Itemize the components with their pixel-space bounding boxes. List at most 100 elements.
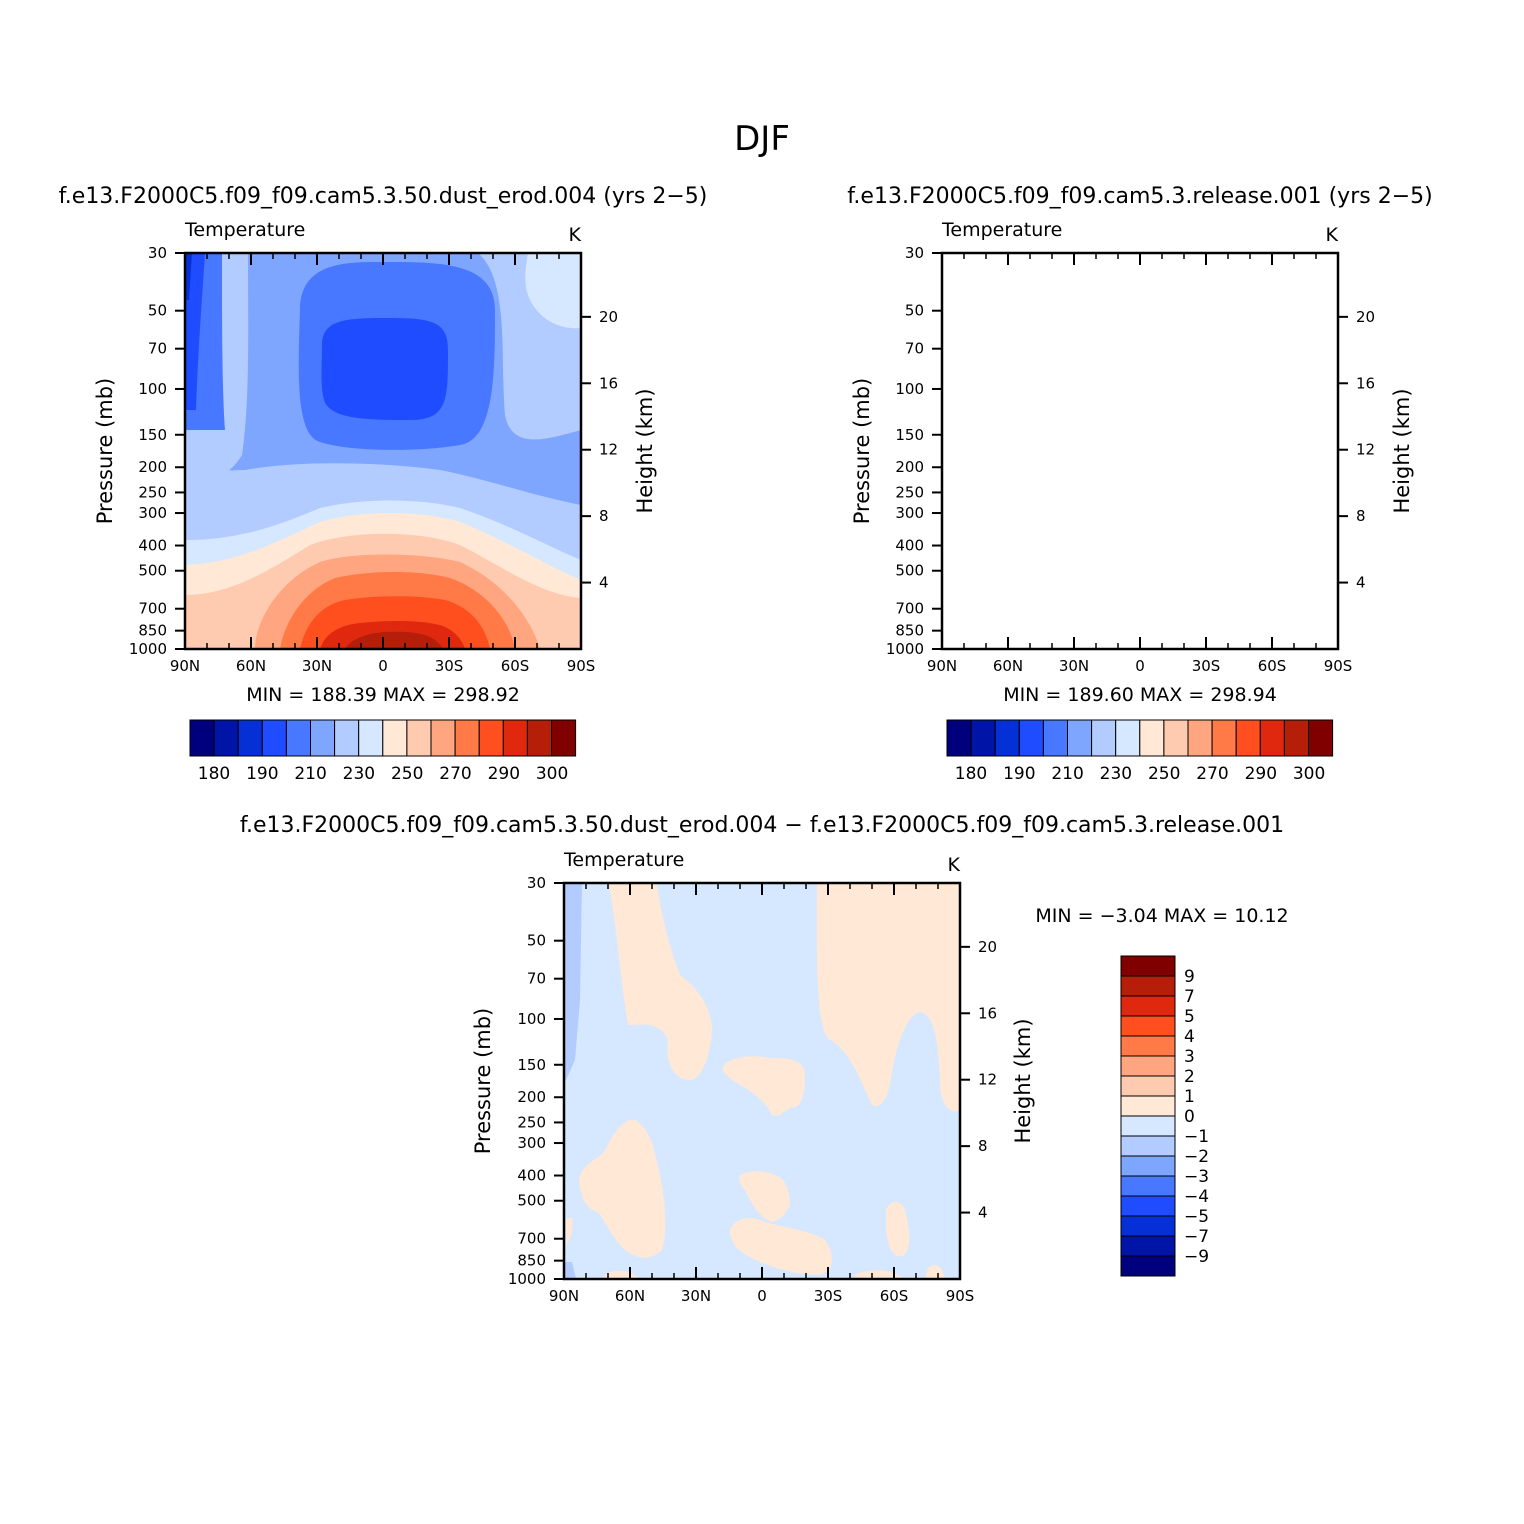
y-tick-label: 100 bbox=[517, 1010, 546, 1028]
y-tick-label: 50 bbox=[905, 302, 924, 320]
contour-fill bbox=[942, 253, 962, 410]
colorbar-label: −4 bbox=[1184, 1187, 1209, 1207]
colorbar-top-left: 180 190 210 230 250 270 290 300 bbox=[189, 719, 577, 784]
contour-fill bbox=[730, 1218, 832, 1275]
contour-fill bbox=[609, 883, 712, 1081]
x-tick-label: 60S bbox=[501, 657, 530, 675]
colorbar-label: −2 bbox=[1184, 1147, 1209, 1167]
colorbar-box bbox=[1120, 1155, 1176, 1177]
x-tick-label: 0 bbox=[1135, 657, 1145, 675]
y-tick-label: 1000 bbox=[508, 1270, 546, 1288]
contour-fill bbox=[816, 883, 960, 1112]
y2-tick-label: 16 bbox=[978, 1004, 997, 1022]
y-tick-label: 250 bbox=[895, 483, 924, 501]
x-tick-label: 60N bbox=[236, 657, 266, 675]
colorbar-box bbox=[526, 719, 553, 757]
colorbar-box bbox=[1120, 1015, 1176, 1037]
y-tick-label: 300 bbox=[517, 1134, 546, 1152]
colorbar-box bbox=[1120, 1175, 1176, 1197]
y2-axis-label: Height (km) bbox=[633, 388, 657, 513]
colorbar-box bbox=[310, 719, 336, 757]
colorbar-box bbox=[237, 719, 263, 757]
contour-fill bbox=[564, 1262, 576, 1279]
contour-fill bbox=[345, 631, 443, 649]
y-tick-label: 250 bbox=[138, 483, 167, 501]
colorbar-label: 300 bbox=[536, 764, 568, 784]
colorbar-box bbox=[358, 719, 384, 757]
y-tick-label: 250 bbox=[517, 1113, 546, 1131]
x-tick-label: 90N bbox=[170, 657, 200, 675]
contour-fill bbox=[942, 253, 1338, 649]
colorbar-top-right: 180 190 210 230 250 270 290 300 bbox=[946, 719, 1334, 784]
contour-fill bbox=[886, 1201, 910, 1257]
colorbar-label: −9 bbox=[1184, 1247, 1209, 1267]
colorbar-box bbox=[1120, 1095, 1176, 1117]
contour-fill bbox=[1079, 318, 1206, 420]
panel-title: f.e13.F2000C5.f09_f09.cam5.3.50.dust_ero… bbox=[240, 813, 1284, 838]
y2-tick-label: 8 bbox=[599, 507, 609, 525]
colorbar-box bbox=[551, 719, 577, 757]
y-tick-label: 100 bbox=[895, 380, 924, 398]
y-tick-label: 150 bbox=[138, 426, 167, 444]
contour-fill bbox=[525, 253, 581, 329]
contour-fill bbox=[942, 534, 1338, 649]
contour-fill bbox=[1077, 621, 1222, 649]
contour-fill bbox=[942, 501, 1338, 650]
colorbar-label: 9 bbox=[1184, 967, 1195, 987]
contour-fill bbox=[185, 253, 192, 300]
variable-label: Temperature bbox=[184, 219, 305, 241]
axes-panel-1: 90N 60N 30N 0 30S 60S 90S 30 50 70 100 150 200 250 300… bbox=[886, 244, 1375, 675]
x-tick-label: 90S bbox=[567, 657, 596, 675]
colorbar-label: 0 bbox=[1184, 1107, 1195, 1127]
y-tick-label: 850 bbox=[517, 1252, 546, 1270]
x-tick-label: 30S bbox=[1192, 657, 1221, 675]
y2-tick-label: 16 bbox=[599, 374, 618, 392]
colorbar-box bbox=[1187, 719, 1213, 757]
panel-title: f.e13.F2000C5.f09_f09.cam5.3.50.dust_ero… bbox=[59, 184, 708, 209]
y-axis-label: Pressure (mb) bbox=[93, 378, 117, 525]
colorbar-box bbox=[430, 719, 456, 757]
y-tick-label: 30 bbox=[905, 244, 924, 262]
y-tick-label: 100 bbox=[138, 380, 167, 398]
x-tick-label: 60S bbox=[1258, 657, 1287, 675]
colorbar-box bbox=[1120, 975, 1176, 997]
colorbar-label: 230 bbox=[1100, 764, 1132, 784]
contour-fill bbox=[1037, 572, 1272, 649]
y-tick-label: 50 bbox=[148, 302, 167, 320]
x-tick-label: 90N bbox=[927, 657, 957, 675]
contour-fill bbox=[942, 475, 1338, 649]
y-tick-label: 700 bbox=[895, 600, 924, 618]
contour-fill bbox=[722, 1056, 805, 1116]
contour-fill bbox=[1012, 555, 1297, 650]
y-tick-label: 500 bbox=[517, 1192, 546, 1210]
min-max-stats: MIN = 189.60 MAX = 298.94 bbox=[1003, 684, 1277, 706]
colorbars-layer: 180 190 210 230 250 270 290 300 180 190 210 230 250 2… bbox=[189, 719, 1334, 1277]
colorbar-box bbox=[406, 719, 432, 757]
colorbar-label: 250 bbox=[391, 764, 423, 784]
y-tick-label: 850 bbox=[895, 622, 924, 640]
colorbar-label: 7 bbox=[1184, 987, 1195, 1007]
y-tick-label: 1000 bbox=[886, 640, 924, 658]
contour-fill bbox=[579, 1119, 666, 1258]
colorbar-box bbox=[1018, 719, 1044, 757]
x-tick-label: 90S bbox=[1324, 657, 1353, 675]
colorbar-label: 1 bbox=[1184, 1087, 1195, 1107]
contour-field bbox=[942, 253, 1338, 649]
colorbar-box bbox=[1211, 719, 1237, 757]
y-tick-label: 500 bbox=[138, 562, 167, 580]
y-tick-label: 400 bbox=[138, 537, 167, 555]
x-tick-label: 30N bbox=[681, 1287, 711, 1305]
colorbar-box bbox=[1067, 719, 1093, 757]
y2-axis-label: Height (km) bbox=[1390, 388, 1414, 513]
x-tick-label: 60S bbox=[880, 1287, 909, 1305]
contour-fill bbox=[605, 1270, 640, 1279]
colorbar-box bbox=[1259, 719, 1285, 757]
axes-layer: 90N 60N 30N 0 30S 60S 90S305070100150200250300… bbox=[129, 244, 1375, 1305]
contour-fill bbox=[855, 1270, 905, 1279]
y-tick-label: 400 bbox=[895, 537, 924, 555]
colorbar-box bbox=[261, 719, 287, 757]
colorbar-label: −7 bbox=[1184, 1227, 1209, 1247]
colorbar-box bbox=[1120, 1115, 1176, 1137]
y-tick-label: 400 bbox=[517, 1167, 546, 1185]
x-tick-label: 60N bbox=[993, 657, 1023, 675]
